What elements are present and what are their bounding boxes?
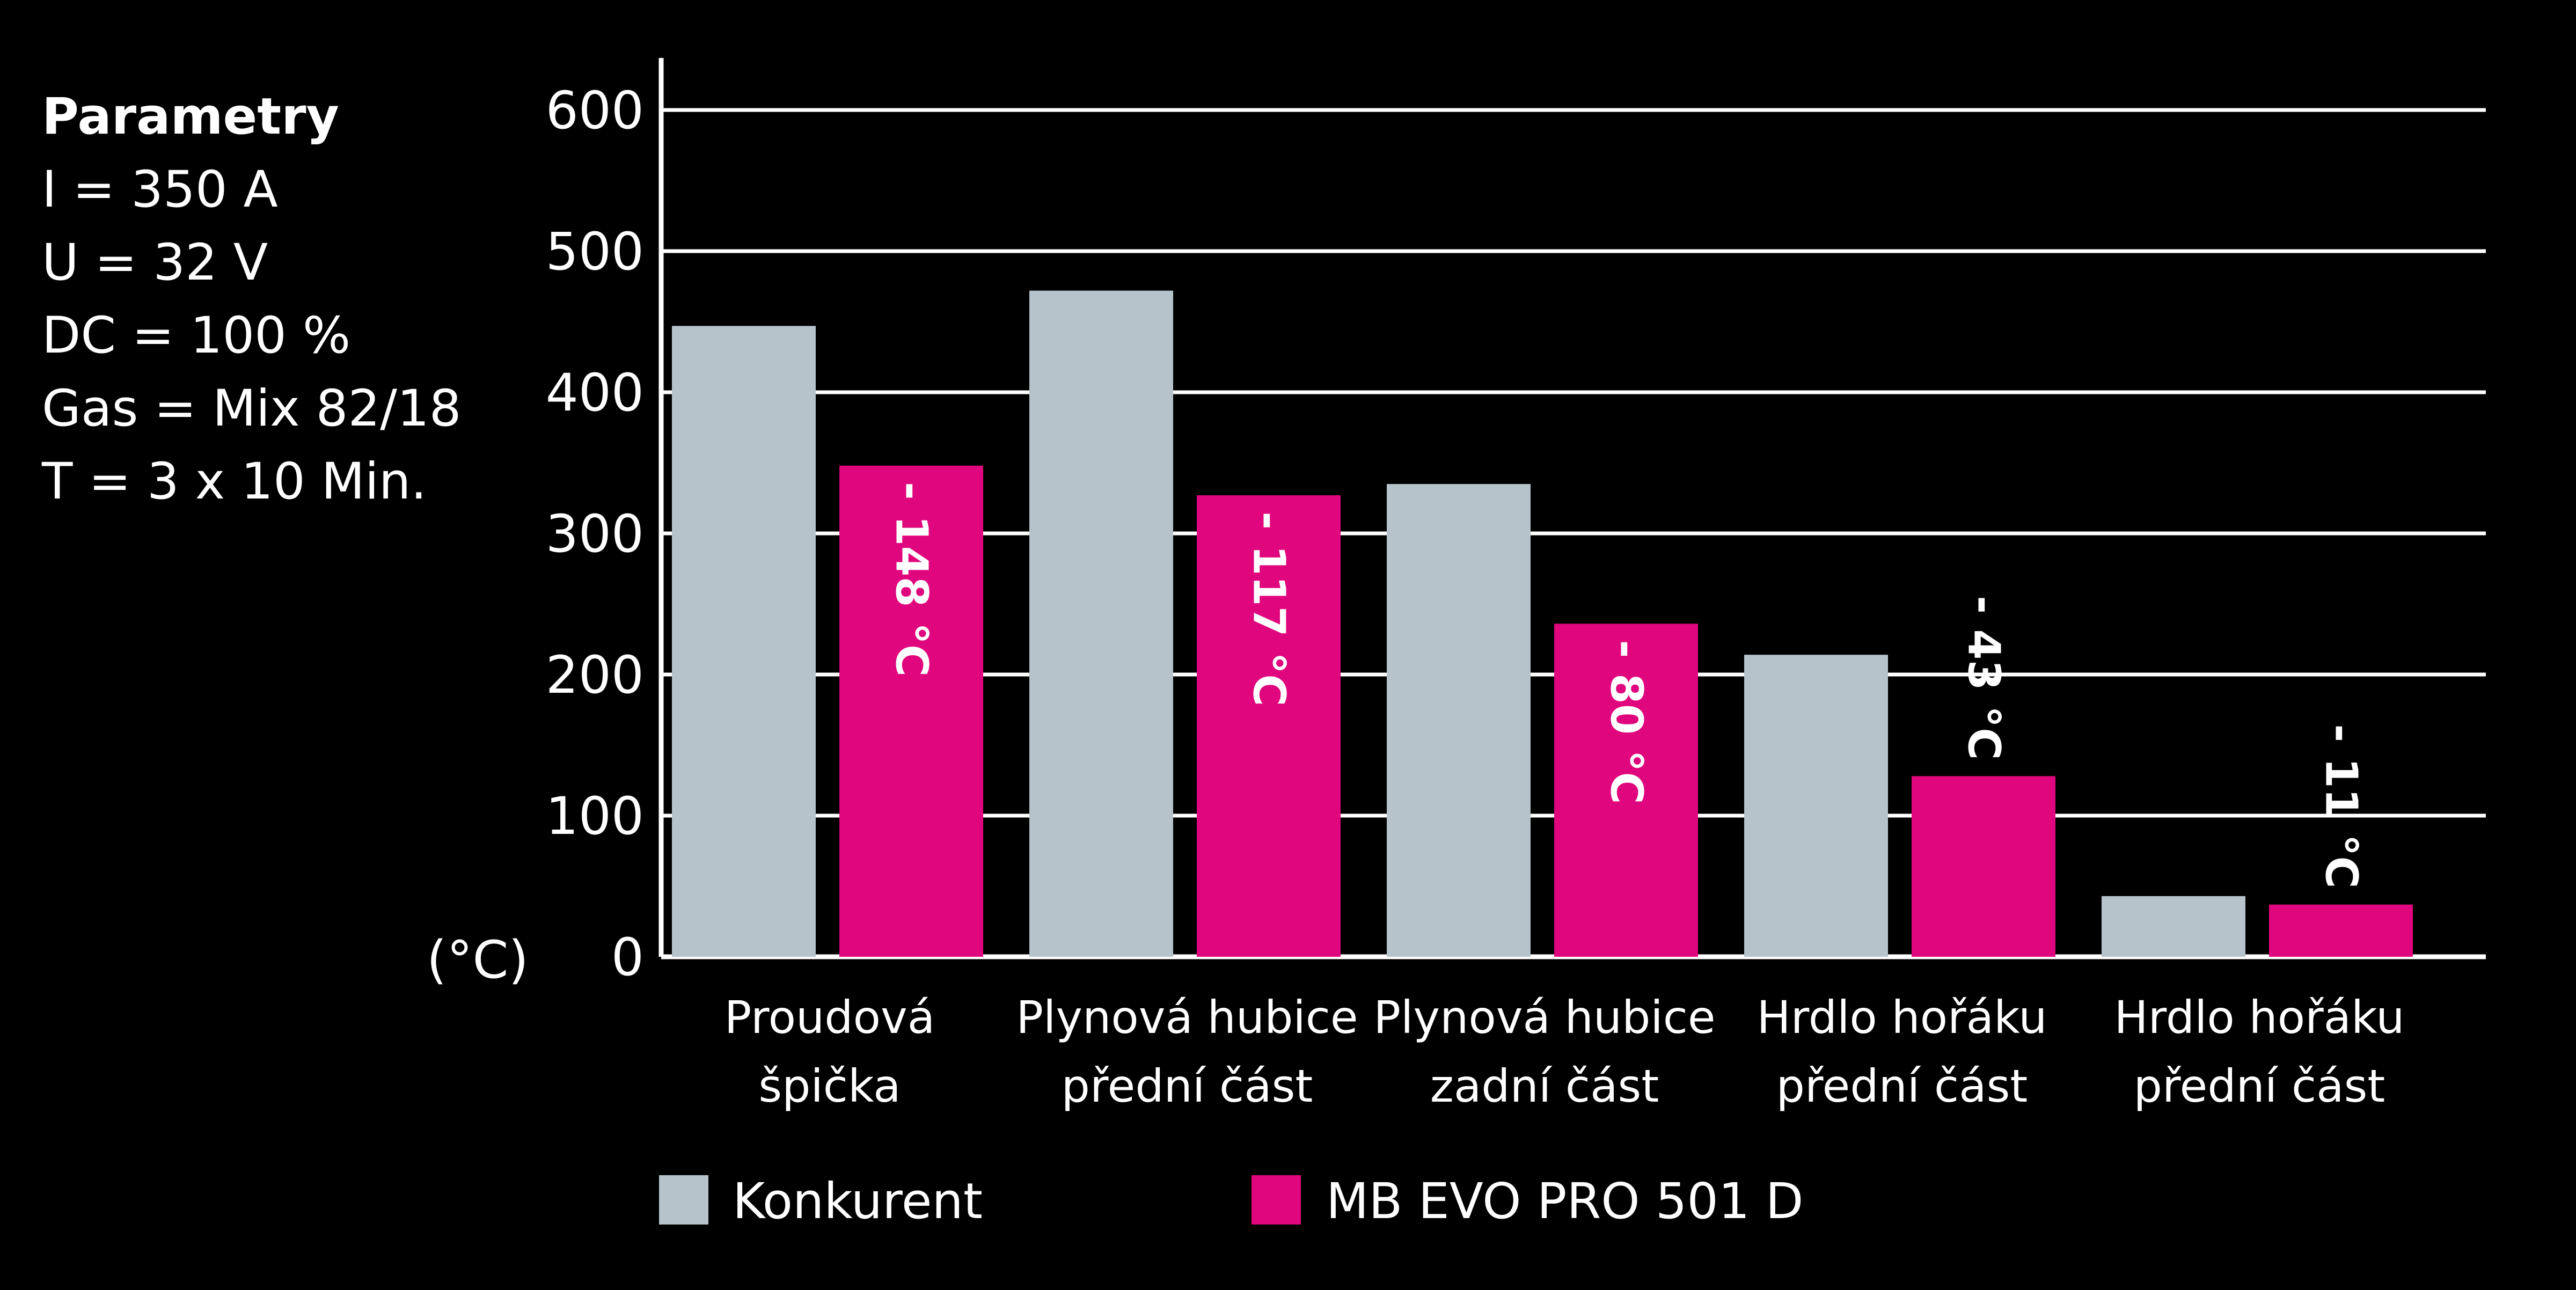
parameter-current: I = 350 A: [42, 160, 278, 219]
category-label-2-line-1: Plynová hubice: [1016, 991, 1358, 1044]
category-label-3-line-1: Plynová hubice: [1373, 991, 1715, 1044]
difference-label-3: - 80 °C: [1601, 640, 1652, 804]
legend-swatch-mb-evo: [1252, 1175, 1301, 1225]
legend: Konkurent MB EVO PRO 501 D: [659, 1172, 1804, 1230]
category-label-2: Plynová hubice přední část: [1016, 991, 1358, 1112]
bar-konkurent-5: [2102, 896, 2245, 957]
category-label-4-line-2: přední část: [1776, 1060, 2028, 1112]
category-label-4-line-1: Hrdlo hořáku: [1757, 991, 2047, 1044]
bar-mb-evo-5: [2269, 904, 2413, 957]
y-tick-label-500: 500: [546, 222, 644, 282]
category-label-3: Plynová hubice zadní část: [1373, 991, 1715, 1112]
parameters-title: Parametry: [42, 87, 339, 146]
category-label-5: Hrdlo hořáku přední část: [2114, 991, 2405, 1112]
parameter-gas: Gas = Mix 82/18: [42, 379, 462, 438]
y-tick-labels: 0 100 200 300 400 500 600: [546, 80, 644, 987]
category-label-3-line-2: zadní část: [1430, 1060, 1659, 1112]
bar-konkurent-3: [1387, 483, 1531, 957]
category-label-1-line-1: Proudová: [724, 991, 935, 1044]
category-label-5-line-2: přední část: [2134, 1060, 2385, 1112]
y-tick-label-0: 0: [611, 927, 644, 987]
bar-mb-evo-2: [1197, 495, 1341, 957]
parameter-duty-cycle: DC = 100 %: [42, 306, 351, 365]
difference-labels: - 148 °C - 117 °C - 80 °C - 43 °C - 11 °C: [886, 482, 2367, 889]
bar-mb-evo-4: [1912, 776, 2055, 957]
difference-label-1: - 148 °C: [886, 482, 937, 677]
parameter-time: T = 3 x 10 Min.: [42, 452, 427, 511]
y-tick-label-100: 100: [546, 786, 644, 846]
y-tick-label-300: 300: [546, 504, 644, 564]
bar-konkurent-1: [672, 326, 816, 957]
y-tick-label-600: 600: [546, 80, 644, 141]
category-label-2-line-2: přední část: [1062, 1060, 1313, 1112]
difference-label-5: - 11 °C: [2316, 724, 2367, 888]
difference-label-4: - 43 °C: [1958, 596, 2009, 760]
legend-label-konkurent: Konkurent: [733, 1172, 983, 1230]
parameter-voltage: U = 32 V: [42, 233, 268, 292]
bar-mb-evo-3: [1554, 624, 1698, 957]
legend-swatch-konkurent: [659, 1175, 708, 1225]
bars: [672, 290, 2413, 957]
legend-label-mb-evo: MB EVO PRO 501 D: [1326, 1172, 1804, 1230]
category-label-5-line-1: Hrdlo hořáku: [2114, 991, 2405, 1044]
category-label-4: Hrdlo hořáku přední část: [1757, 991, 2047, 1112]
parameters-box: Parametry I = 350 A U = 32 V DC = 100 % …: [42, 80, 462, 518]
bar-konkurent-2: [1029, 290, 1173, 957]
y-unit-label: (°C): [427, 930, 529, 990]
y-tick-label-200: 200: [546, 645, 644, 705]
bar-mb-evo-1: [839, 465, 983, 957]
y-tick-label-400: 400: [546, 363, 644, 423]
bar-konkurent-4: [1744, 655, 1888, 957]
category-label-1: Proudová špička: [724, 991, 935, 1112]
category-label-1-line-2: špička: [758, 1060, 901, 1112]
difference-label-2: - 117 °C: [1243, 511, 1294, 706]
